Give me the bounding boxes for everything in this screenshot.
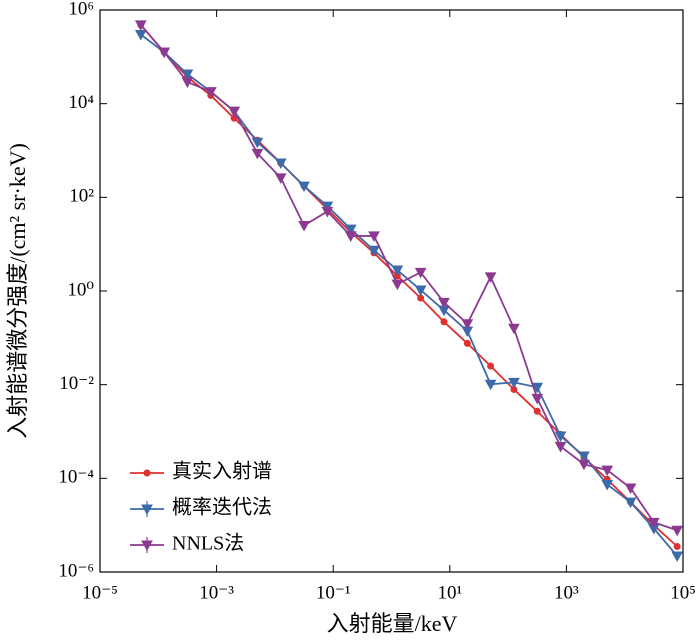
point [601, 465, 614, 477]
point [508, 323, 520, 335]
plot-frame [99, 9, 684, 573]
legend-label: 真实入射谱 [172, 460, 272, 483]
point [228, 106, 240, 118]
point [181, 69, 194, 81]
series-line [140, 24, 678, 532]
point [274, 158, 287, 170]
point [251, 137, 264, 149]
y-tick-label: 10² [69, 186, 94, 207]
point [181, 77, 194, 89]
point [484, 379, 497, 391]
point [463, 339, 471, 347]
point [601, 479, 614, 491]
point [438, 297, 450, 309]
x-tick-label: 10⁻⁵ [82, 582, 118, 603]
point [624, 483, 637, 495]
point [531, 393, 544, 405]
point [440, 318, 448, 326]
point [141, 540, 153, 552]
point [671, 551, 684, 562]
x-tick-label: 10³ [554, 582, 579, 603]
point [578, 451, 590, 463]
point [484, 272, 497, 283]
y-tick-label: 10⁻⁶ [58, 560, 94, 581]
y-tick-label: 10⁰ [67, 279, 94, 300]
point [143, 469, 151, 477]
x-axis-title: 入射能量/keV [327, 611, 458, 636]
point [321, 206, 334, 218]
x-tick-label: 10⁻³ [199, 582, 234, 603]
point [624, 497, 637, 509]
legend-label: NNLS法 [172, 532, 244, 555]
point [158, 47, 171, 59]
x-tick-label: 10⁵ [670, 582, 696, 603]
point [368, 231, 380, 242]
y-tick-label: 10⁻² [59, 373, 94, 394]
point [368, 245, 380, 257]
point [578, 459, 590, 471]
point [344, 231, 357, 242]
y-tick-label: 10⁻⁴ [58, 467, 94, 488]
point [487, 362, 495, 370]
point [298, 181, 310, 193]
point [391, 265, 404, 277]
point [673, 543, 681, 551]
point [671, 525, 684, 537]
point [533, 407, 541, 415]
y-tick-label: 10⁶ [68, 0, 94, 19]
y-tick-label: 10⁴ [68, 92, 94, 113]
legend-label: 概率迭代法 [172, 496, 272, 519]
y-axis-title: 入射能谱微分强度/(cm² sr·keV) [5, 143, 30, 439]
point [141, 504, 153, 516]
x-tick-label: 10¹ [437, 582, 462, 603]
point [391, 279, 404, 291]
point [414, 285, 427, 297]
point [414, 267, 427, 279]
x-tick-label: 10⁻¹ [316, 582, 351, 603]
point [554, 431, 567, 443]
point [298, 221, 310, 232]
point [554, 441, 567, 453]
point [531, 382, 544, 394]
point [204, 87, 217, 98]
point [647, 517, 660, 529]
point [508, 377, 520, 389]
point [274, 173, 287, 184]
point [321, 201, 334, 213]
point [461, 319, 474, 330]
point [134, 20, 147, 31]
point [251, 148, 264, 160]
point [344, 224, 357, 236]
